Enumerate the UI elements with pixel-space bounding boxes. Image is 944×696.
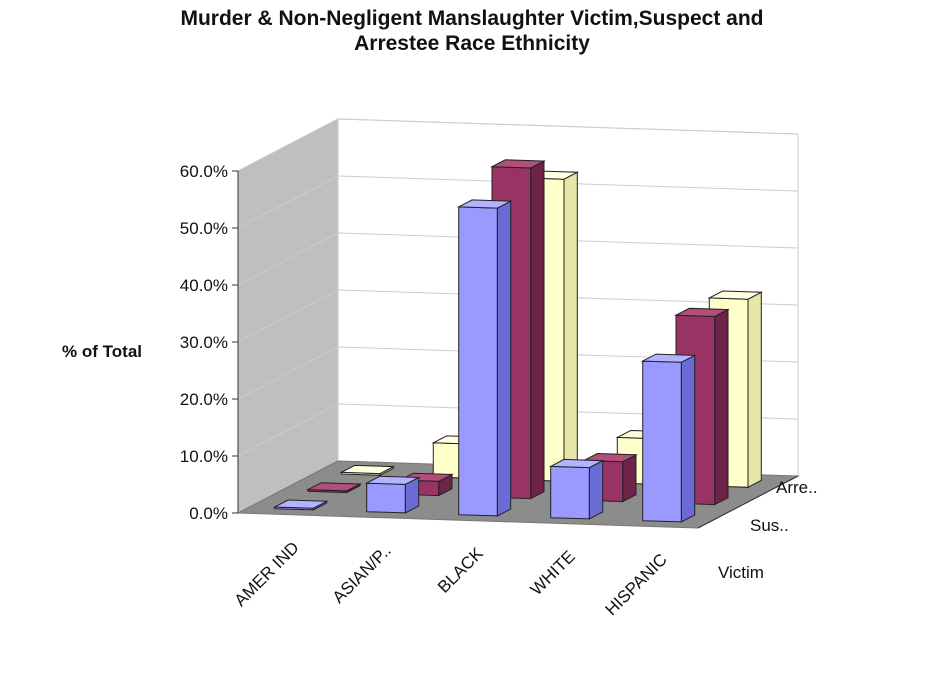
y-tick-label: 10.0%: [180, 447, 228, 466]
side-gridline: [237, 403, 339, 457]
series-axis-label: Victim: [718, 563, 764, 582]
bar-2-0: [339, 464, 396, 477]
bar-front: [366, 482, 406, 514]
x-tick-label: HISPANIC: [601, 550, 670, 619]
bar-top: [674, 307, 730, 318]
bar-front: [642, 360, 682, 523]
bar-side: [588, 459, 604, 520]
x-tick-label: BLACK: [434, 543, 487, 596]
bar-side: [622, 453, 637, 503]
bar-0-4: [640, 353, 697, 523]
bar-side: [496, 200, 512, 517]
x-tick-label: AMER IND: [231, 538, 303, 610]
side-gridline: [237, 118, 339, 172]
bar-0-2: [456, 199, 513, 517]
series-axis-label: Sus..: [750, 516, 789, 535]
bar-side: [680, 354, 696, 523]
bar-side: [747, 291, 762, 489]
y-tick-label: 30.0%: [180, 333, 228, 352]
bar-top: [339, 464, 396, 475]
bar-front: [550, 465, 590, 520]
series-axis-label: Arre..: [776, 478, 818, 497]
y-tick-label: 50.0%: [180, 219, 228, 238]
side-gridline: [237, 289, 339, 343]
side-gridline: [237, 175, 339, 229]
chart-title-line-1: Murder & Non-Negligent Manslaughter Vict…: [180, 7, 764, 30]
bar-top: [640, 353, 697, 363]
y-tick-label: 0.0%: [189, 504, 228, 523]
bar-1-0: [306, 482, 362, 494]
side-gridline: [237, 346, 339, 400]
depth-axis-line: [697, 475, 799, 529]
bar-0-0: [272, 499, 329, 511]
bar-top: [707, 290, 764, 300]
bar-side: [714, 308, 729, 506]
bar-top: [364, 475, 421, 485]
bar-side: [563, 171, 578, 483]
back-gridline: [337, 118, 799, 135]
chart-title-line-2: Arrestee Race Ethnicity: [354, 32, 590, 55]
bar-top: [582, 452, 638, 463]
y-tick-label: 40.0%: [180, 276, 228, 295]
bar-top: [490, 159, 546, 169]
side-gridline: [237, 232, 339, 286]
bar-0-1: [364, 475, 421, 514]
chart-title: Murder & Non-Negligent Manslaughter Vict…: [0, 6, 944, 56]
bar-side: [530, 160, 545, 500]
x-tick-label: ASIAN/P..: [329, 541, 395, 607]
bar-0-3: [548, 458, 605, 520]
y-axis-title: % of Total: [62, 342, 142, 361]
bar-top: [456, 199, 513, 209]
bar-top: [548, 458, 605, 469]
bar-top: [272, 499, 329, 509]
x-tick-label: WHITE: [527, 547, 579, 599]
y-tick-label: 20.0%: [180, 390, 228, 409]
y-tick-label: 60.0%: [180, 162, 228, 181]
bar-top: [306, 482, 362, 492]
bar-front: [458, 206, 498, 517]
